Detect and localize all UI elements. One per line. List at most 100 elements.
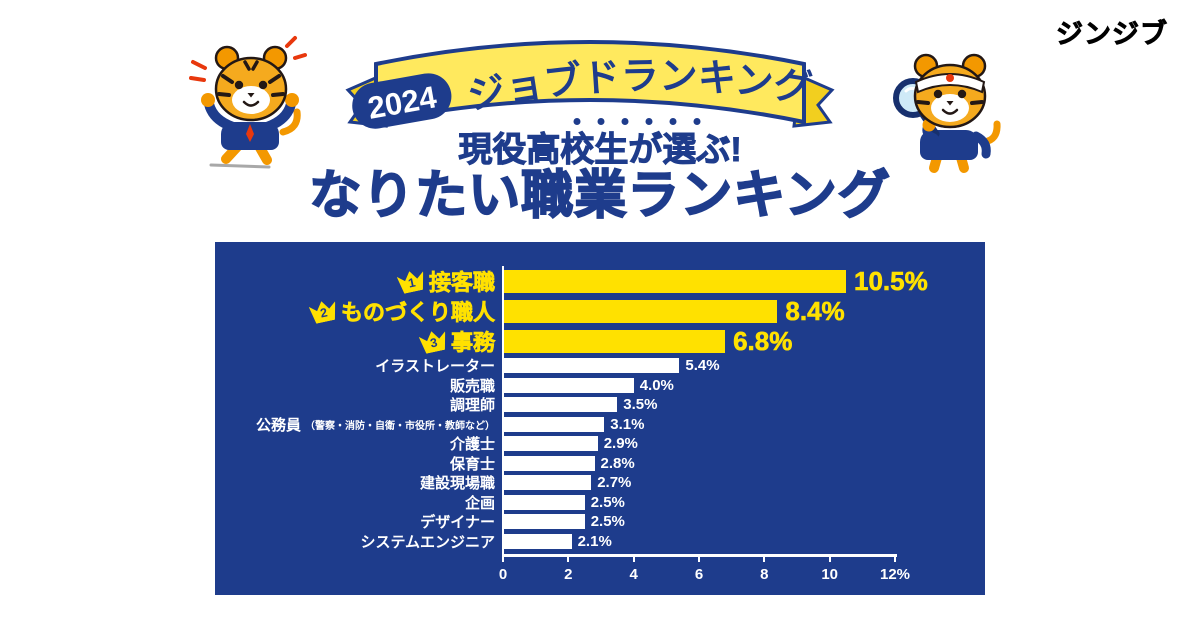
x-axis: 0 2 4 6 8 10 12% — [215, 554, 985, 594]
bar-label: 公務員 — [255, 416, 301, 434]
bar-cell: 10.5% — [503, 268, 985, 294]
bar-label-cell: 公務員 （警察・消防・自衛・市役所・教師など） — [215, 414, 503, 435]
x-axis-tick — [763, 554, 766, 562]
bar-row: 介護士 2.9% — [215, 434, 985, 454]
x-axis-tick-label: 0 — [498, 566, 508, 583]
emphasis-dots — [573, 118, 701, 125]
year-badge: 2024 — [352, 73, 452, 129]
bar-row: 公務員 （警察・消防・自衛・市役所・教師など） 3.1% — [215, 415, 985, 435]
chart-panel: 1 接客職 10.5% 2 ものづくり職人 8.4% 3 事務 6.8% イラストレーター 5.4%… — [215, 242, 985, 595]
bar-label-cell: 介護士 — [215, 433, 503, 454]
bar-value: 3.1% — [610, 415, 645, 433]
bar — [503, 455, 595, 471]
bar — [503, 436, 598, 452]
bar — [503, 397, 618, 413]
bar-cell: 2.5% — [503, 513, 985, 531]
bar — [503, 269, 846, 293]
bar — [503, 377, 634, 393]
bar-label-cell: システムエンジニア — [215, 531, 503, 552]
bar-label: システムエンジニア — [360, 533, 495, 551]
brand-logo: ジンジブ — [1056, 19, 1168, 50]
bar-value: 2.9% — [603, 435, 638, 453]
bar-label-cell: 1 接客職 — [215, 265, 503, 297]
x-axis-tick-label: 2 — [564, 566, 573, 583]
subtitle: 現役高校生が選ぶ! — [458, 131, 742, 170]
x-axis-tick-label: 4 — [629, 566, 638, 583]
bar-label-cell: デザイナー — [215, 511, 503, 532]
bar-row: 建設現場職 2.7% — [215, 473, 985, 493]
bar-value: 8.4% — [785, 296, 845, 326]
x-axis-tick — [828, 554, 831, 562]
bar-value: 10.5% — [854, 266, 928, 296]
bar-label: 調理師 — [449, 397, 495, 415]
crown-rank-icon: 3 — [418, 328, 449, 354]
bar-cell: 4.0% — [503, 376, 985, 394]
x-axis-tick — [894, 554, 896, 562]
bar — [503, 533, 572, 549]
bar-value: 5.4% — [685, 357, 720, 375]
x-axis-tick-label: 8 — [760, 566, 769, 583]
bar — [503, 475, 592, 491]
ribbon-banner-graphic: ジョブドランキング 2024 — [345, 40, 835, 129]
bar-cell: 2.1% — [503, 532, 985, 550]
ribbon-banner: ジョブドランキング 2024 — [340, 30, 840, 145]
bar-cell: 3.1% — [503, 415, 985, 433]
page-title: なりたい職業ランキング — [308, 166, 891, 225]
bar-label: 販売職 — [449, 377, 495, 395]
excitement-marks-icon — [189, 36, 307, 82]
bar-row: システムエンジニア 2.1% — [215, 532, 985, 552]
bar-cell: 2.8% — [503, 454, 985, 472]
bar-value: 2.8% — [600, 454, 635, 472]
bar-value: 2.5% — [590, 493, 625, 511]
bar-label: 接客職 — [428, 270, 496, 296]
chart-rows: 1 接客職 10.5% 2 ものづくり職人 8.4% 3 事務 6.8% イラストレーター 5.4%… — [215, 266, 985, 551]
bar — [503, 494, 585, 510]
x-axis-tick-label: 10 — [821, 566, 838, 583]
y-axis-line — [502, 266, 504, 556]
bar-label: 企画 — [464, 494, 495, 512]
bar-cell: 2.5% — [503, 493, 985, 511]
bar-cell: 6.8% — [503, 328, 985, 354]
x-axis-tick — [502, 554, 504, 562]
bar-value: 2.7% — [597, 474, 632, 492]
crown-rank-number: 3 — [429, 335, 439, 351]
x-axis-line — [503, 554, 897, 557]
bar — [503, 358, 680, 374]
bar — [503, 299, 778, 323]
bar-value: 2.5% — [590, 513, 625, 531]
x-axis-tick — [698, 554, 700, 562]
bar — [503, 416, 605, 432]
bar-cell: 3.5% — [503, 396, 985, 414]
bar-label-cell: 保育士 — [215, 453, 503, 474]
crown-rank-number: 1 — [407, 275, 417, 291]
tiger-mascot-left-illustration — [189, 36, 307, 169]
bar-value: 2.1% — [577, 532, 612, 550]
bar-label: ものづくり職人 — [340, 300, 496, 326]
bar-label-cell: 2 ものづくり職人 — [215, 295, 503, 327]
bar-label: 介護士 — [449, 436, 495, 454]
x-axis-tick-label: 6 — [694, 566, 704, 583]
bar-label: イラストレーター — [375, 358, 495, 376]
bar-label: 事務 — [450, 330, 496, 356]
bar — [503, 329, 726, 353]
bar-value: 3.5% — [623, 396, 658, 414]
headband — [914, 73, 986, 94]
bar-cell: 5.4% — [503, 357, 985, 375]
crown-rank-icon: 1 — [396, 268, 427, 294]
bar-label-cell: 販売職 — [215, 375, 503, 396]
bar-row: 1 接客職 10.5% — [215, 266, 985, 296]
bar-label-note: （警察・消防・自衛・市役所・教師など） — [305, 420, 495, 432]
bar-label-cell: 建設現場職 — [215, 472, 503, 493]
x-axis-tick — [567, 554, 570, 562]
bar-label: 建設現場職 — [419, 475, 495, 493]
bar-label-cell: イラストレーター — [215, 355, 503, 376]
bar-row: 調理師 3.5% — [215, 395, 985, 415]
bar-row: デザイナー 2.5% — [215, 512, 985, 532]
x-axis-tick — [632, 554, 635, 562]
bar — [503, 514, 585, 530]
bar-label-cell: 企画 — [215, 492, 503, 513]
bar-value: 4.0% — [639, 376, 674, 394]
bar-cell: 2.7% — [503, 474, 985, 492]
bar-row: 3 事務 6.8% — [215, 326, 985, 356]
